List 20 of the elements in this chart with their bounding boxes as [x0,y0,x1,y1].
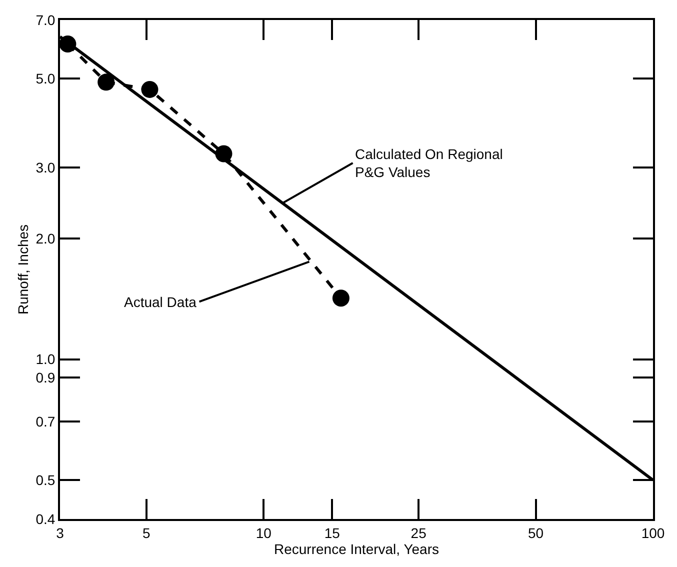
y-tick-label: 0.9 [36,370,56,386]
y-tick-label: 0.5 [36,472,56,488]
x-tick-label: 100 [641,524,665,541]
annotation: Calculated On Regional P&G Values [355,146,503,180]
annotation: Actual Data [124,294,197,310]
y-tick-label: 5.0 [36,70,56,87]
y-tick-label: 0.4 [36,510,56,527]
x-axis-title: Recurrence Interval, Years [274,540,439,557]
x-tick-label: 5 [142,524,150,541]
y-tick-label: 3.0 [36,160,56,176]
y-tick-label: 0.7 [36,413,56,430]
x-tick-label: 15 [324,524,340,541]
y-tick-label: 1.0 [36,351,56,368]
y-tick-label: 7.0 [36,12,56,28]
y-tick-label: 2.0 [36,230,56,246]
x-tick-label: 3 [56,524,64,541]
y-axis-title: Runoff, Inches [14,224,31,315]
x-tick-label: 10 [256,524,272,541]
x-tick-label: 25 [410,524,427,541]
x-tick-label: 50 [528,524,544,541]
